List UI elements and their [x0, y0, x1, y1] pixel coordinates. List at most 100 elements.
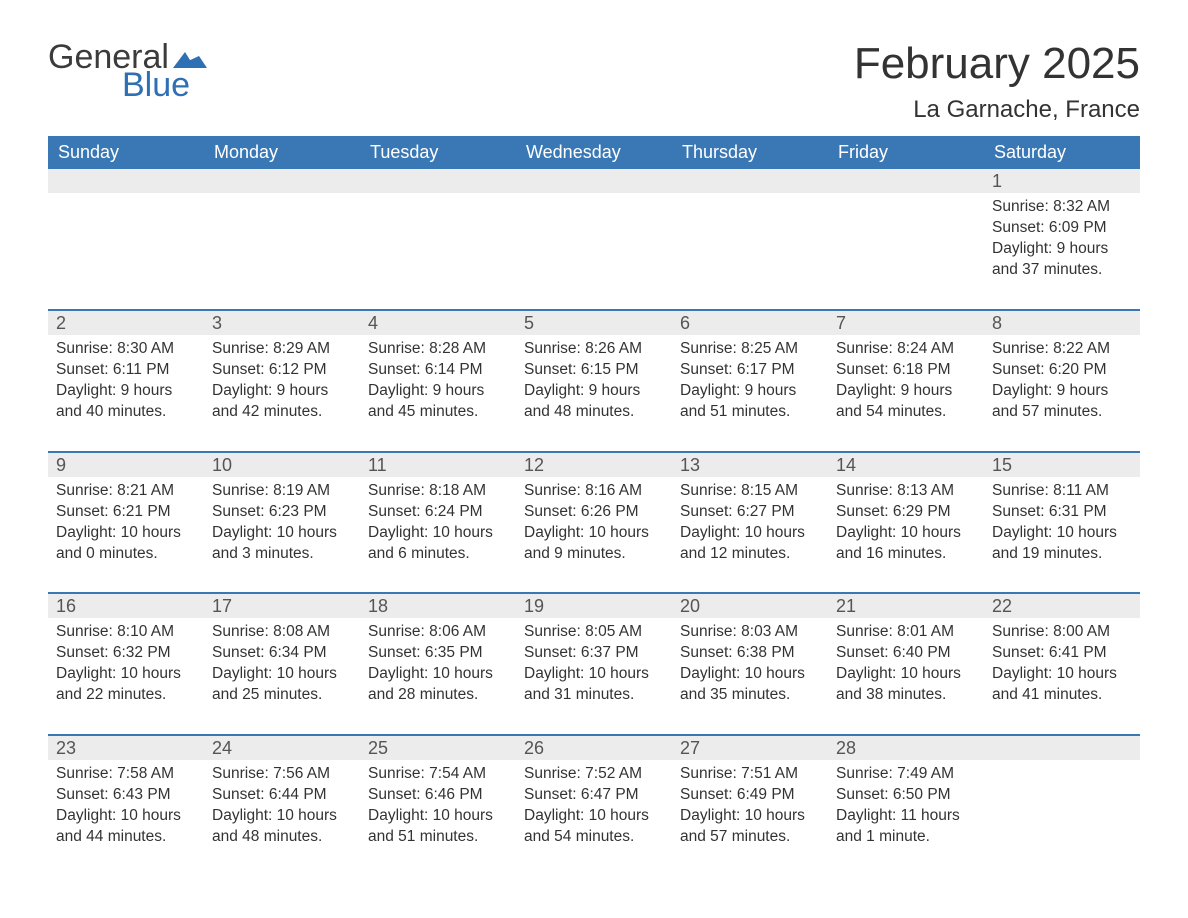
day-header-tuesday: Tuesday — [360, 136, 516, 169]
daylight-text: Daylight: 10 hours and 31 minutes. — [524, 664, 664, 706]
day-info: Sunrise: 8:30 AMSunset: 6:11 PMDaylight:… — [56, 339, 196, 423]
calendar-cell: 13Sunrise: 8:15 AMSunset: 6:27 PMDayligh… — [672, 453, 828, 575]
sunset-text: Sunset: 6:31 PM — [992, 502, 1132, 523]
daylight-text: Daylight: 11 hours and 1 minute. — [836, 806, 976, 848]
day-info: Sunrise: 8:26 AMSunset: 6:15 PMDaylight:… — [524, 339, 664, 423]
day-number: 21 — [828, 594, 984, 618]
sunrise-text: Sunrise: 8:01 AM — [836, 622, 976, 643]
day-number: 1 — [984, 169, 1140, 193]
day-info: Sunrise: 8:18 AMSunset: 6:24 PMDaylight:… — [368, 481, 508, 565]
calendar-cell: 20 Sunrise: 8:03 AMSunset: 6:38 PMDayligh… — [672, 594, 828, 716]
sunset-text: Sunset: 6:37 PM — [524, 643, 664, 664]
sunrise-text: Sunrise: 8:08 AM — [212, 622, 352, 643]
day-info: Sunrise: 7:51 AMSunset: 6:49 PMDaylight:… — [680, 764, 820, 848]
sunset-text: Sunset: 6:20 PM — [992, 360, 1132, 381]
sunset-text: Sunset: 6:27 PM — [680, 502, 820, 523]
day-number — [984, 736, 1140, 760]
sunset-text: Sunset: 6:40 PM — [836, 643, 976, 664]
logo-text-blue: Blue — [122, 68, 207, 102]
sunrise-text: Sunrise: 8:05 AM — [524, 622, 664, 643]
day-number — [360, 169, 516, 193]
day-number: 16 — [48, 594, 204, 618]
sunrise-text: Sunrise: 7:52 AM — [524, 764, 664, 785]
daylight-text: Daylight: 10 hours and 35 minutes. — [680, 664, 820, 706]
sunrise-text: Sunrise: 8:29 AM — [212, 339, 352, 360]
sunset-text: Sunset: 6:32 PM — [56, 643, 196, 664]
calendar-cell: 27Sunrise: 7:51 AMSunset: 6:49 PMDayligh… — [672, 736, 828, 858]
calendar-cell: 17Sunrise: 8:08 AMSunset: 6:34 PMDayligh… — [204, 594, 360, 716]
day-number: 19 — [516, 594, 672, 618]
sunrise-text: Sunrise: 7:56 AM — [212, 764, 352, 785]
calendar-cell — [360, 169, 516, 291]
week-row: 23Sunrise: 7:58 AMSunset: 6:43 PMDayligh… — [48, 734, 1140, 858]
week-row: 2Sunrise: 8:30 AMSunset: 6:11 PMDaylight… — [48, 309, 1140, 433]
sunrise-text: Sunrise: 8:24 AM — [836, 339, 976, 360]
sunrise-text: Sunrise: 7:58 AM — [56, 764, 196, 785]
calendar-cell: 24 Sunrise: 7:56 AMSunset: 6:44 PMDayligh… — [204, 736, 360, 858]
day-info: Sunrise: 8:11 AMSunset: 6:31 PMDaylight:… — [992, 481, 1132, 565]
calendar-cell — [672, 169, 828, 291]
daylight-text: Daylight: 10 hours and 6 minutes. — [368, 523, 508, 565]
week-row: 1Sunrise: 8:32 AMSunset: 6:09 PMDaylight… — [48, 169, 1140, 291]
sunset-text: Sunset: 6:46 PM — [368, 785, 508, 806]
sunset-text: Sunset: 6:15 PM — [524, 360, 664, 381]
daylight-text: Daylight: 10 hours and 48 minutes. — [212, 806, 352, 848]
daylight-text: Daylight: 10 hours and 54 minutes. — [524, 806, 664, 848]
day-info: Sunrise: 8:21 AMSunset: 6:21 PMDaylight:… — [56, 481, 196, 565]
day-number: 6 — [672, 311, 828, 335]
sunrise-text: Sunrise: 8:13 AM — [836, 481, 976, 502]
daylight-text: Daylight: 10 hours and 12 minutes. — [680, 523, 820, 565]
sunset-text: Sunset: 6:41 PM — [992, 643, 1132, 664]
day-number: 3 — [204, 311, 360, 335]
day-number: 14 — [828, 453, 984, 477]
day-number: 12 — [516, 453, 672, 477]
sunrise-text: Sunrise: 8:10 AM — [56, 622, 196, 643]
daylight-text: Daylight: 10 hours and 22 minutes. — [56, 664, 196, 706]
daylight-text: Daylight: 10 hours and 28 minutes. — [368, 664, 508, 706]
day-info: Sunrise: 8:03 AMSunset: 6:38 PMDaylight:… — [680, 622, 820, 706]
sunset-text: Sunset: 6:12 PM — [212, 360, 352, 381]
sunrise-text: Sunrise: 8:26 AM — [524, 339, 664, 360]
calendar-cell: 4Sunrise: 8:28 AMSunset: 6:14 PMDaylight… — [360, 311, 516, 433]
sunrise-text: Sunrise: 7:49 AM — [836, 764, 976, 785]
daylight-text: Daylight: 9 hours and 57 minutes. — [992, 381, 1132, 423]
calendar-cell: 15Sunrise: 8:11 AMSunset: 6:31 PMDayligh… — [984, 453, 1140, 575]
sunset-text: Sunset: 6:47 PM — [524, 785, 664, 806]
sunset-text: Sunset: 6:17 PM — [680, 360, 820, 381]
week-row: 9Sunrise: 8:21 AMSunset: 6:21 PMDaylight… — [48, 451, 1140, 575]
sunset-text: Sunset: 6:14 PM — [368, 360, 508, 381]
daylight-text: Daylight: 10 hours and 57 minutes. — [680, 806, 820, 848]
day-info: Sunrise: 8:28 AMSunset: 6:14 PMDaylight:… — [368, 339, 508, 423]
sunset-text: Sunset: 6:44 PM — [212, 785, 352, 806]
title-block: February 2025 La Garnache, France — [854, 40, 1140, 124]
sunrise-text: Sunrise: 8:28 AM — [368, 339, 508, 360]
day-info: Sunrise: 8:22 AMSunset: 6:20 PMDaylight:… — [992, 339, 1132, 423]
calendar-cell: 12Sunrise: 8:16 AMSunset: 6:26 PMDayligh… — [516, 453, 672, 575]
day-number: 20 — [672, 594, 828, 618]
day-number: 8 — [984, 311, 1140, 335]
day-number: 13 — [672, 453, 828, 477]
calendar-cell: 21 Sunrise: 8:01 AMSunset: 6:40 PMDayligh… — [828, 594, 984, 716]
day-number — [204, 169, 360, 193]
sunrise-text: Sunrise: 8:25 AM — [680, 339, 820, 360]
daylight-text: Daylight: 10 hours and 38 minutes. — [836, 664, 976, 706]
calendar-cell: 25Sunrise: 7:54 AMSunset: 6:46 PMDayligh… — [360, 736, 516, 858]
day-number: 28 — [828, 736, 984, 760]
day-info: Sunrise: 7:52 AMSunset: 6:47 PMDaylight:… — [524, 764, 664, 848]
day-number: 24 — [204, 736, 360, 760]
day-info: Sunrise: 7:49 AMSunset: 6:50 PMDaylight:… — [836, 764, 976, 848]
calendar-cell: 9Sunrise: 8:21 AMSunset: 6:21 PMDaylight… — [48, 453, 204, 575]
day-info: Sunrise: 7:58 AMSunset: 6:43 PMDaylight:… — [56, 764, 196, 848]
day-number — [828, 169, 984, 193]
day-header-wednesday: Wednesday — [516, 136, 672, 169]
day-number: 22 — [984, 594, 1140, 618]
sunset-text: Sunset: 6:21 PM — [56, 502, 196, 523]
sunrise-text: Sunrise: 8:21 AM — [56, 481, 196, 502]
day-header-saturday: Saturday — [984, 136, 1140, 169]
day-number — [48, 169, 204, 193]
calendar-cell: 22Sunrise: 8:00 AMSunset: 6:41 PMDayligh… — [984, 594, 1140, 716]
sunset-text: Sunset: 6:29 PM — [836, 502, 976, 523]
daylight-text: Daylight: 9 hours and 48 minutes. — [524, 381, 664, 423]
calendar-cell: 1Sunrise: 8:32 AMSunset: 6:09 PMDaylight… — [984, 169, 1140, 291]
calendar-cell — [48, 169, 204, 291]
